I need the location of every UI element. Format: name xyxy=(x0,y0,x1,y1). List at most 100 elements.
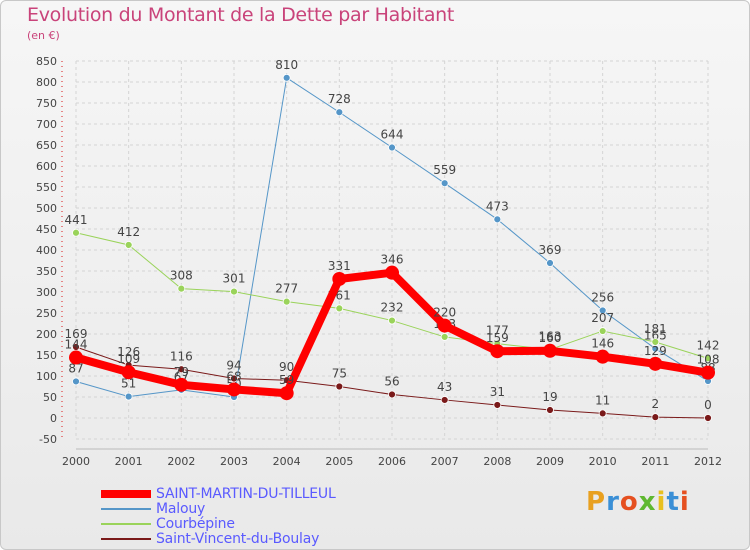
y-tick-label: -50 xyxy=(39,433,57,446)
data-point-0 xyxy=(648,356,663,371)
data-label-0: 160 xyxy=(539,331,562,345)
y-tick-label: 50 xyxy=(43,391,57,404)
y-tick-label: 300 xyxy=(36,286,57,299)
data-label-2: 301 xyxy=(223,272,246,286)
data-label-2: 232 xyxy=(381,301,404,315)
x-tick-label: 2003 xyxy=(220,455,248,468)
logo-letter: i xyxy=(679,487,690,517)
y-tick-label: 550 xyxy=(36,181,57,194)
data-point-1 xyxy=(440,179,449,188)
legend-swatch-0 xyxy=(101,490,151,498)
data-point-1 xyxy=(335,108,344,117)
logo-letter: i xyxy=(656,487,667,517)
data-label-3: 2 xyxy=(652,397,660,411)
data-label-0: 331 xyxy=(328,259,351,273)
data-label-0: 144 xyxy=(65,338,88,352)
data-point-2 xyxy=(177,284,186,293)
data-label-0: 109 xyxy=(117,352,140,366)
data-point-3 xyxy=(546,406,554,414)
legend-label-2: Courbépine xyxy=(156,516,235,532)
data-label-0: 59 xyxy=(279,373,294,387)
data-label-2: 308 xyxy=(170,269,193,283)
data-point-3 xyxy=(651,413,660,422)
data-label-1: 644 xyxy=(381,128,404,142)
data-point-3 xyxy=(230,374,238,383)
data-point-3 xyxy=(388,390,396,399)
chart-title: Evolution du Montant de la Dette par Hab… xyxy=(27,4,455,26)
data-label-2: 277 xyxy=(275,282,298,296)
data-point-2 xyxy=(388,316,396,325)
data-label-2: 207 xyxy=(591,311,614,325)
data-point-2 xyxy=(335,304,344,313)
y-tick-label: 400 xyxy=(36,244,57,257)
data-label-2: 441 xyxy=(65,213,88,227)
data-point-0 xyxy=(490,344,505,359)
data-label-3: 90 xyxy=(279,360,294,374)
data-label-1: 256 xyxy=(591,290,614,304)
data-label-0: 220 xyxy=(433,306,456,320)
data-point-0 xyxy=(69,350,83,365)
data-label-3: 0 xyxy=(704,398,712,412)
legend-swatch-2 xyxy=(101,523,151,525)
data-point-1 xyxy=(493,215,502,224)
data-point-0 xyxy=(437,318,452,333)
data-point-2 xyxy=(598,327,607,335)
data-label-0: 108 xyxy=(697,353,720,367)
proxiti-logo: Proxiti xyxy=(586,487,690,517)
data-point-3 xyxy=(704,414,712,422)
data-point-1 xyxy=(546,259,554,267)
data-label-2: 142 xyxy=(697,338,720,352)
data-label-3: 116 xyxy=(170,349,193,363)
data-point-1 xyxy=(598,306,607,315)
data-label-1: 87 xyxy=(68,361,83,375)
data-label-2: 163 xyxy=(539,330,562,344)
x-tick-label: 2002 xyxy=(167,455,195,468)
x-tick-label: 2000 xyxy=(62,455,90,468)
data-label-0: 129 xyxy=(644,344,667,358)
y-tick-label: 200 xyxy=(36,328,57,341)
logo-letter: x xyxy=(638,487,657,517)
y-tick-label: 500 xyxy=(36,202,57,215)
data-point-0 xyxy=(701,365,715,380)
data-label-3: 56 xyxy=(384,374,399,388)
x-tick-label: 2011 xyxy=(641,455,669,468)
data-point-1 xyxy=(388,143,396,152)
data-point-0 xyxy=(279,386,294,401)
y-tick-label: 850 xyxy=(36,55,57,68)
x-tick-label: 2001 xyxy=(115,455,143,468)
data-label-3: 126 xyxy=(117,345,140,359)
data-point-2 xyxy=(651,338,660,346)
data-point-2 xyxy=(72,228,80,237)
data-point-0 xyxy=(121,365,136,380)
data-label-3: 43 xyxy=(437,380,452,394)
data-point-1 xyxy=(124,392,133,401)
data-label-1: 728 xyxy=(328,92,351,106)
data-label-2: 177 xyxy=(486,324,509,338)
data-point-3 xyxy=(598,409,607,418)
legend-label-0: SAINT-MARTIN-DU-TILLEUL xyxy=(156,486,336,502)
y-tick-label: 0 xyxy=(50,412,57,425)
y-tick-label: 700 xyxy=(36,118,57,131)
logo-letter: r xyxy=(606,487,620,517)
x-tick-label: 2006 xyxy=(378,455,406,468)
data-point-2 xyxy=(282,297,291,306)
y-tick-label: 450 xyxy=(36,223,57,236)
legend-label-1: Malouy xyxy=(156,501,206,517)
data-label-1: 165 xyxy=(644,329,667,343)
data-label-2: 181 xyxy=(644,322,667,336)
legend-swatch-1 xyxy=(101,508,151,510)
data-label-3: 75 xyxy=(332,367,347,381)
data-point-2 xyxy=(230,287,238,296)
data-point-3 xyxy=(335,382,344,391)
data-label-1: 810 xyxy=(275,58,298,72)
x-tick-label: 2008 xyxy=(483,455,511,468)
y-tick-label: 100 xyxy=(36,370,57,383)
data-label-1: 51 xyxy=(121,377,136,391)
data-point-3 xyxy=(440,396,449,404)
y-tick-label: 350 xyxy=(36,265,57,278)
y-tick-label: 150 xyxy=(36,349,57,362)
y-tick-label: 650 xyxy=(36,139,57,152)
data-label-1: 559 xyxy=(433,163,456,177)
data-label-0: 159 xyxy=(486,331,509,345)
x-tick-label: 2007 xyxy=(431,455,459,468)
